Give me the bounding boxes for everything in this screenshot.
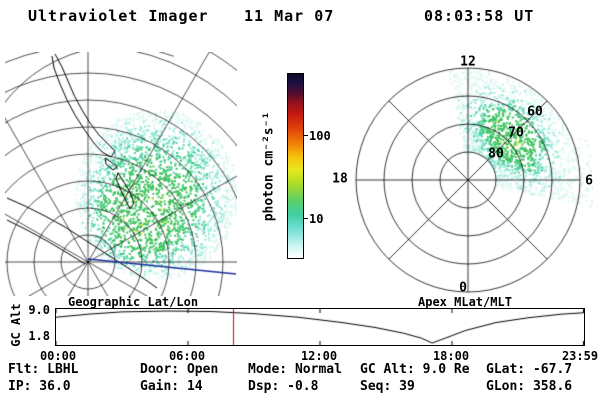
colorbar xyxy=(287,73,304,259)
status-seq: Seq: 39 xyxy=(360,379,415,394)
gc-alt-axis-label: GC Alt xyxy=(9,303,23,347)
status-gc-alt: GC Alt: 9.0 Re xyxy=(360,362,470,377)
status-mode: Mode: Normal xyxy=(248,362,342,377)
status-door: Door: Open xyxy=(140,362,219,377)
colorbar-tickmark-100 xyxy=(303,135,308,136)
status-glon: GLon: 358.6 xyxy=(486,379,573,394)
mlt-12-label: 12 xyxy=(460,54,476,70)
status-flt: Flt: LBHL xyxy=(8,362,79,377)
geographic-map-image xyxy=(5,52,237,296)
app-title: Ultraviolet Imager xyxy=(28,7,209,25)
time-ut-label: 08:03:58 UT xyxy=(424,7,535,25)
gc-alt-ytick-bottom: 1.8 xyxy=(28,329,50,343)
status-glat: GLat: -67.7 xyxy=(486,362,573,377)
xtick-1200: 12:00 xyxy=(300,349,338,363)
colorbar-axis-label: photon cm⁻²s⁻¹ xyxy=(261,111,277,222)
apex-polar-image xyxy=(341,53,593,303)
xtick-0600: 06:00 xyxy=(168,349,206,363)
colorbar-tick-10: 10 xyxy=(309,212,324,226)
xtick-2359: 23:59 xyxy=(561,349,599,363)
mlat-70-label: 70 xyxy=(508,125,524,141)
gc-alt-orbit-curve xyxy=(56,309,584,345)
geo-panel-label: Geographic Lat/Lon xyxy=(68,295,199,309)
mlt-6-label: 6 xyxy=(585,173,593,189)
mlt-18-label: 18 xyxy=(332,171,348,187)
status-ip: IP: 36.0 xyxy=(8,379,71,394)
gc-alt-plot-frame xyxy=(55,308,585,346)
xtick-0000: 00:00 xyxy=(39,349,77,363)
status-gain: Gain: 14 xyxy=(140,379,203,394)
date-label: 11 Mar 07 xyxy=(244,7,335,25)
colorbar-tick-100: 100 xyxy=(309,129,331,143)
xtick-1800: 18:00 xyxy=(432,349,470,363)
mlat-80-label: 80 xyxy=(488,146,504,162)
status-dsp: Dsp: -0.8 xyxy=(248,379,319,394)
apex-panel-label: Apex MLat/MLT xyxy=(418,295,512,309)
mlat-60-label: 60 xyxy=(527,104,543,120)
gc-alt-ytick-top: 9.0 xyxy=(28,303,50,317)
mlt-0-label: 0 xyxy=(459,280,467,296)
colorbar-tickmark-10 xyxy=(303,218,308,219)
